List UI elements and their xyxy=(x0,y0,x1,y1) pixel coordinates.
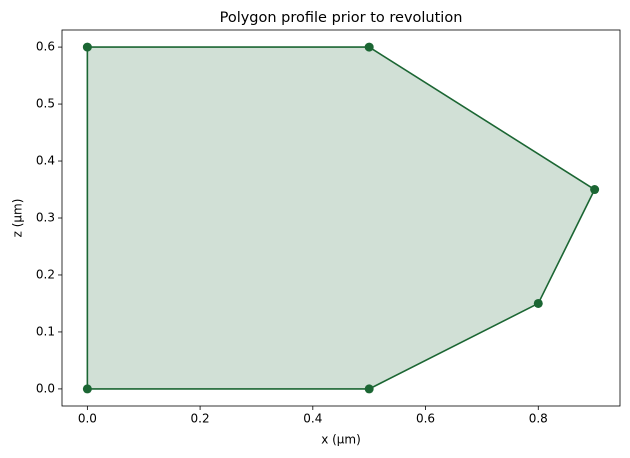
x-tick-label: 0.8 xyxy=(529,412,548,426)
y-tick-label: 0.2 xyxy=(36,267,55,281)
x-tick-label: 0.4 xyxy=(303,412,322,426)
x-tick-label: 0.0 xyxy=(78,412,97,426)
y-tick-label: 0.1 xyxy=(36,324,55,338)
x-tick-label: 0.2 xyxy=(191,412,210,426)
vertex xyxy=(590,185,600,195)
y-tick-label: 0.5 xyxy=(36,97,55,111)
x-tick-label: 0.6 xyxy=(416,412,435,426)
vertex xyxy=(364,384,374,394)
y-tick-label: 0.6 xyxy=(36,40,55,54)
y-tick-label: 0.3 xyxy=(36,211,55,225)
y-tick-label: 0.4 xyxy=(36,154,55,168)
vertex xyxy=(364,42,374,52)
vertex xyxy=(82,384,92,394)
y-axis-label: z (µm) xyxy=(11,199,25,238)
plot-frame xyxy=(61,29,621,407)
polygon-area xyxy=(86,46,596,390)
x-axis-label: x (µm) xyxy=(321,433,361,447)
y-tick-label: 0.0 xyxy=(36,381,55,395)
chart-title: Polygon profile prior to revolution xyxy=(220,10,463,26)
vertex xyxy=(82,42,92,52)
vertex xyxy=(533,298,543,308)
